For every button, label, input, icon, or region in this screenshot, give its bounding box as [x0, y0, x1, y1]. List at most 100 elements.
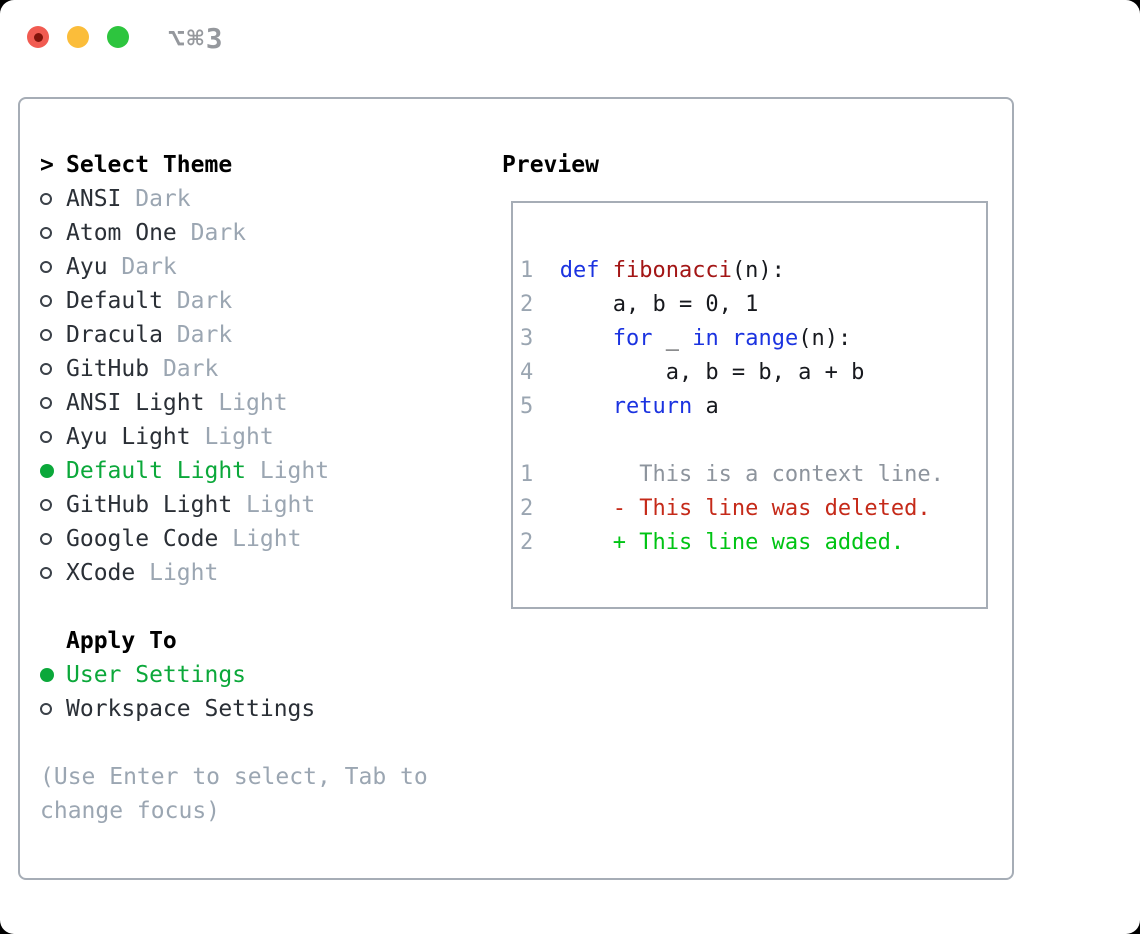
theme-variant-label: Dark — [149, 356, 219, 382]
traffic-lights — [27, 26, 129, 48]
code-line: 1 def fibonacci (n): — [520, 253, 986, 287]
code-segment-code: a, b = 0, 1 — [559, 291, 759, 317]
radio-icon — [40, 703, 66, 715]
code-line: 1 This is a context line. — [520, 457, 986, 491]
radio-icon — [40, 227, 66, 239]
unsaved-indicator-icon — [33, 32, 43, 42]
theme-option-ayu-dark[interactable]: Ayu Dark — [40, 250, 490, 284]
line-number: 3 — [520, 325, 534, 351]
theme-option-github-dark[interactable]: GitHub Dark — [40, 352, 490, 386]
radio-icon — [40, 499, 66, 511]
theme-name: Default — [66, 288, 163, 314]
theme-name: XCode — [66, 560, 136, 586]
window-shortcut-label: ⌥⌘3 — [168, 22, 225, 55]
apply-option-label: Workspace Settings — [66, 696, 316, 722]
theme-name: GitHub Light — [66, 492, 233, 518]
radio-icon — [40, 363, 66, 375]
titlebar: ⌥⌘3 — [0, 0, 1140, 76]
apply-option-label: User Settings — [66, 662, 247, 688]
theme-list-header: > Select Theme — [40, 148, 490, 182]
theme-variant-label: Light — [232, 492, 316, 518]
code-segment-code: a, b = b, a + b — [559, 359, 865, 385]
theme-name: ANSI — [66, 186, 122, 212]
line-number: 2 — [520, 495, 534, 521]
theme-name: Atom One — [66, 220, 177, 246]
theme-name: Ayu Light — [66, 424, 191, 450]
radio-icon — [40, 261, 66, 273]
code-segment-keyword: in — [692, 325, 719, 351]
theme-variant-label: Dark — [176, 220, 247, 246]
theme-list: ANSI Dark Atom One Dark Ayu Dark Default Da… — [40, 182, 490, 590]
line-number: 4 — [520, 359, 534, 385]
code-line: 5 return a — [520, 389, 986, 423]
zoom-button[interactable] — [107, 26, 129, 48]
radio-selected-icon — [40, 668, 66, 682]
theme-selector: > Select Theme ANSI Dark Atom One Dark Ayu… — [40, 148, 490, 828]
theme-name: Ayu — [66, 254, 108, 280]
selection-cursor-icon: > — [40, 152, 54, 178]
line-number: 5 — [520, 393, 534, 419]
apply-section-title: Apply To — [66, 628, 177, 654]
theme-list-title: Select Theme — [66, 152, 233, 178]
radio-selected-icon — [40, 464, 66, 478]
code-segment-code: _ — [652, 325, 693, 351]
code-line — [520, 423, 986, 457]
theme-option-dracula-dark[interactable]: Dracula Dark — [40, 318, 490, 352]
theme-variant-label: Light — [218, 526, 302, 552]
theme-option-google-code-light[interactable]: Google Code Light — [40, 522, 490, 556]
radio-icon — [40, 329, 66, 341]
code-segment-keyword: for — [612, 325, 653, 351]
code-segment-code — [719, 326, 732, 351]
radio-icon — [40, 397, 66, 409]
main-panel: > Select Theme ANSI Dark Atom One Dark Ayu… — [18, 97, 1014, 880]
line-number: 1 — [520, 461, 534, 487]
theme-option-xcode-light[interactable]: XCode Light — [40, 556, 490, 590]
code-segment-code: (n): — [731, 257, 785, 283]
theme-option-ayu-light-light[interactable]: Ayu Light Light — [40, 420, 490, 454]
radio-icon — [40, 533, 66, 545]
theme-option-ansi-dark[interactable]: ANSI Dark — [40, 182, 490, 216]
code-segment-keyword: def — [559, 257, 613, 283]
theme-name: ANSI Light — [66, 390, 205, 416]
theme-option-github-light-light[interactable]: GitHub Light Light — [40, 488, 490, 522]
preview-title: Preview — [502, 152, 599, 178]
hint-text: (Use Enter to select, Tab to change focu… — [40, 764, 428, 824]
radio-icon — [40, 567, 66, 579]
code-line: 2 - This line was deleted. — [520, 491, 986, 525]
line-number: 2 — [520, 529, 534, 555]
minimize-button[interactable] — [67, 26, 89, 48]
code-segment-keyword: return — [612, 393, 693, 419]
apply-option-user-settings[interactable]: User Settings — [40, 658, 490, 692]
theme-variant-label: Dark — [162, 322, 233, 348]
radio-icon — [40, 295, 66, 307]
apply-option-workspace-settings[interactable]: Workspace Settings — [40, 692, 490, 726]
close-button[interactable] — [27, 26, 49, 48]
line-number: 2 — [520, 291, 534, 317]
code-line: 4 a, b = b, a + b — [520, 355, 986, 389]
apply-list: User Settings Workspace Settings — [40, 658, 490, 726]
theme-option-ansi-light-light[interactable]: ANSI Light Light — [40, 386, 490, 420]
line-number: 1 — [520, 257, 534, 283]
theme-name: Google Code — [66, 526, 219, 552]
theme-name: GitHub — [66, 356, 150, 382]
code-segment-code: a — [692, 393, 719, 419]
theme-option-default-dark[interactable]: Default Dark — [40, 284, 490, 318]
radio-icon — [40, 193, 66, 205]
theme-variant-label: Dark — [121, 186, 191, 212]
theme-variant-label: Light — [190, 424, 274, 450]
theme-variant-label: Light — [135, 560, 219, 586]
theme-name: Default Light — [66, 458, 247, 484]
section-gap — [40, 590, 490, 624]
code-segment-keyword: range — [731, 325, 799, 351]
theme-variant-label: Light — [246, 458, 330, 484]
code-segment-added: + This line was added. — [559, 529, 905, 555]
code-line: 2 + This line was added. — [520, 525, 986, 559]
theme-option-default-light-light[interactable]: Default Light Light — [40, 454, 490, 488]
code-segment-code — [560, 394, 613, 419]
code-segment-code: (n): — [798, 325, 852, 351]
theme-option-atom-one-dark[interactable]: Atom One Dark — [40, 216, 490, 250]
